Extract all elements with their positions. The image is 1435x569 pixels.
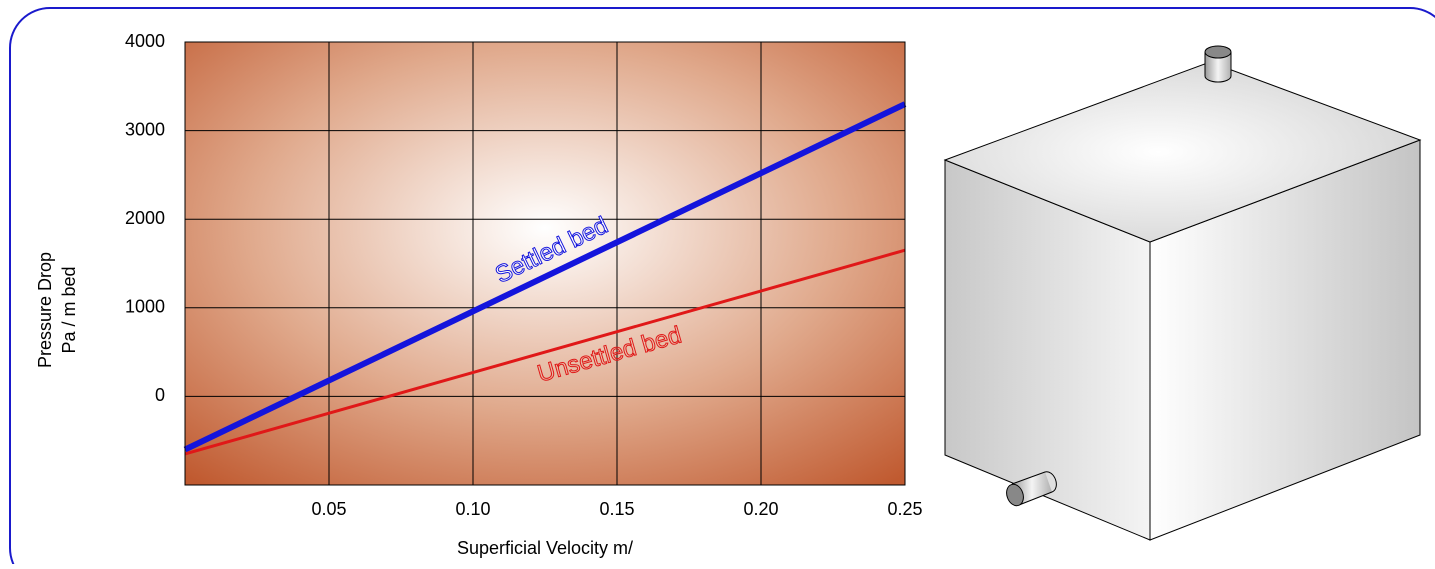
y-tick-label: 0 (155, 385, 165, 405)
x-axis-title: Superficial Velocity m/ (457, 538, 633, 558)
x-tick-label: 0.15 (599, 499, 634, 519)
y-axis-title: Pressure Drop (35, 252, 55, 368)
y-tick-label: 2000 (125, 208, 165, 228)
x-tick-label: 0.25 (887, 499, 922, 519)
tank-diagram (945, 46, 1420, 540)
x-tick-label: 0.10 (455, 499, 490, 519)
y-tick-label: 1000 (125, 297, 165, 317)
y-axis-title: Pa / m bed (59, 266, 79, 353)
page: Superficial Velocity m/ Pressure Drop Pa… (0, 0, 1435, 564)
x-tick-label: 0.05 (311, 499, 346, 519)
x-tick-label: 0.20 (743, 499, 778, 519)
y-tick-label: 4000 (125, 31, 165, 51)
y-tick-label: 3000 (125, 119, 165, 139)
